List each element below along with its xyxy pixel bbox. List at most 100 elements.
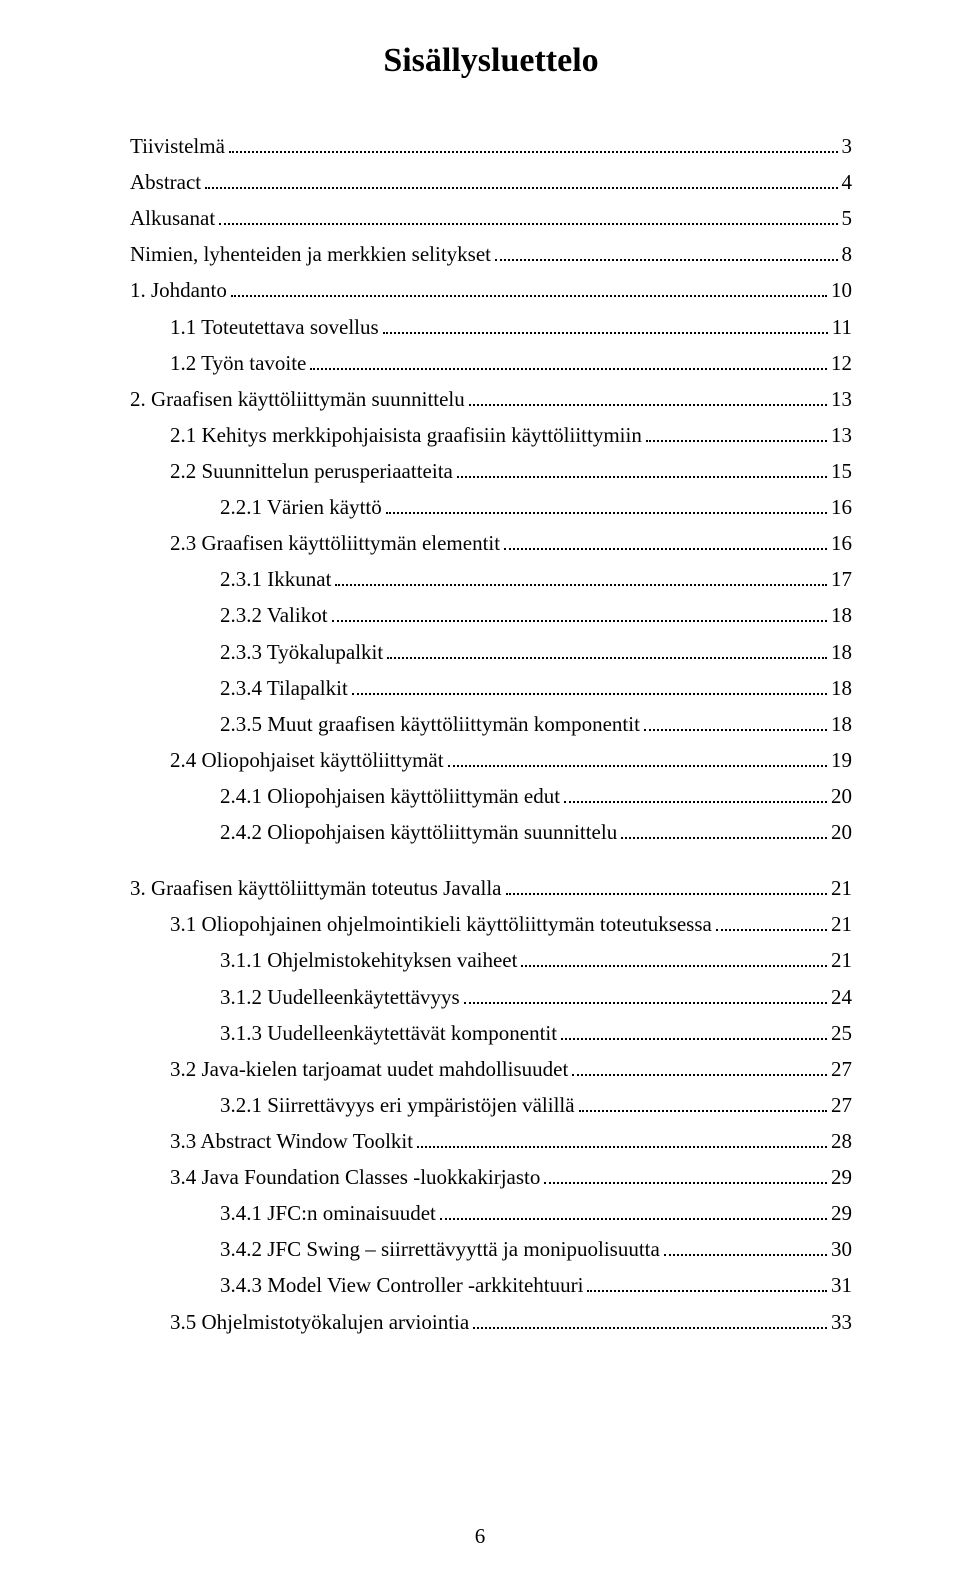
toc-dot-leader xyxy=(664,1254,827,1256)
toc-title: Sisällysluettelo xyxy=(130,42,852,80)
toc-entry-page: 10 xyxy=(831,272,852,308)
toc-entry-label: 3.4.2 JFC Swing – siirrettävyyttä ja mon… xyxy=(220,1231,660,1267)
toc-dot-leader xyxy=(644,729,827,731)
toc-entry-page: 19 xyxy=(831,742,852,778)
toc-dot-leader xyxy=(332,620,827,622)
toc-entry-page: 25 xyxy=(831,1015,852,1051)
toc-entry: 2.3.1 Ikkunat 17 xyxy=(130,561,852,597)
toc-dot-leader xyxy=(231,295,827,297)
toc-dot-leader xyxy=(561,1038,827,1040)
toc-entry: 2.4.1 Oliopohjaisen käyttöliittymän edut… xyxy=(130,778,852,814)
toc-dot-leader xyxy=(205,187,837,189)
toc-entry: 2.4.2 Oliopohjaisen käyttöliittymän suun… xyxy=(130,814,852,850)
toc-dot-leader xyxy=(219,223,837,225)
toc-entry-page: 15 xyxy=(831,453,852,489)
toc-entry: 1.1 Toteutettava sovellus 11 xyxy=(130,309,852,345)
toc-entry-page: 4 xyxy=(842,164,853,200)
toc-entry: Nimien, lyhenteiden ja merkkien selityks… xyxy=(130,236,852,272)
toc-entry: 2.3.4 Tilapalkit 18 xyxy=(130,670,852,706)
toc-entry: 3.1 Oliopohjainen ohjelmointikieli käytt… xyxy=(130,906,852,942)
toc-dot-leader xyxy=(417,1146,827,1148)
toc-entry-page: 21 xyxy=(831,906,852,942)
toc-entry: Alkusanat 5 xyxy=(130,200,852,236)
toc-entry: 2.2.1 Värien käyttö 16 xyxy=(130,489,852,525)
toc-entry-page: 31 xyxy=(831,1267,852,1303)
toc-entry-label: Nimien, lyhenteiden ja merkkien selityks… xyxy=(130,236,491,272)
toc-dot-leader xyxy=(387,657,827,659)
toc-entry: 2.3.5 Muut graafisen käyttöliittymän kom… xyxy=(130,706,852,742)
toc-entry-page: 33 xyxy=(831,1304,852,1340)
toc-dot-leader xyxy=(310,368,827,370)
toc-entry: 2.2 Suunnittelun perusperiaatteita 15 xyxy=(130,453,852,489)
toc-entry-page: 11 xyxy=(832,309,852,345)
toc-entry-page: 24 xyxy=(831,979,852,1015)
toc-list: Tiivistelmä 3Abstract 4Alkusanat 5Nimien… xyxy=(130,128,852,1340)
toc-dot-leader xyxy=(579,1110,827,1112)
toc-entry-label: 3.1.1 Ohjelmistokehityksen vaiheet xyxy=(220,942,517,978)
toc-entry: 3.5 Ohjelmistotyökalujen arviointia 33 xyxy=(130,1304,852,1340)
toc-entry-page: 18 xyxy=(831,706,852,742)
toc-entry-page: 17 xyxy=(831,561,852,597)
toc-entry-label: 1.1 Toteutettava sovellus xyxy=(170,309,379,345)
toc-entry-page: 18 xyxy=(831,670,852,706)
toc-dot-leader xyxy=(521,965,827,967)
toc-entry-page: 16 xyxy=(831,489,852,525)
toc-entry-label: 2.3.3 Työkalupalkit xyxy=(220,634,383,670)
toc-entry-page: 21 xyxy=(831,942,852,978)
toc-entry: Tiivistelmä 3 xyxy=(130,128,852,164)
toc-entry-page: 27 xyxy=(831,1087,852,1123)
toc-dot-leader xyxy=(457,476,827,478)
toc-dot-leader xyxy=(506,893,828,895)
toc-entry: 3.4.3 Model View Controller -arkkitehtuu… xyxy=(130,1267,852,1303)
toc-entry-page: 27 xyxy=(831,1051,852,1087)
toc-entry-label: 2.2 Suunnittelun perusperiaatteita xyxy=(170,453,453,489)
toc-dot-leader xyxy=(335,584,827,586)
toc-entry-label: 3.1.3 Uudelleenkäytettävät komponentit xyxy=(220,1015,557,1051)
toc-entry: 3.1.3 Uudelleenkäytettävät komponentit 2… xyxy=(130,1015,852,1051)
toc-entry: 1.2 Työn tavoite 12 xyxy=(130,345,852,381)
toc-entry-label: 2.1 Kehitys merkkipohjaisista graafisiin… xyxy=(170,417,642,453)
toc-entry: 3.2 Java-kielen tarjoamat uudet mahdolli… xyxy=(130,1051,852,1087)
toc-entry-label: 2.4.2 Oliopohjaisen käyttöliittymän suun… xyxy=(220,814,617,850)
toc-entry-label: 3.4 Java Foundation Classes -luokkakirja… xyxy=(170,1159,540,1195)
toc-entry-label: 2.4.1 Oliopohjaisen käyttöliittymän edut xyxy=(220,778,560,814)
toc-entry-label: 3.3 Abstract Window Toolkit xyxy=(170,1123,413,1159)
toc-entry-label: 2.2.1 Värien käyttö xyxy=(220,489,382,525)
toc-dot-leader xyxy=(383,332,828,334)
toc-entry-label: Alkusanat xyxy=(130,200,215,236)
toc-dot-leader xyxy=(386,512,827,514)
toc-entry: 2.4 Oliopohjaiset käyttöliittymät 19 xyxy=(130,742,852,778)
toc-entry-page: 29 xyxy=(831,1195,852,1231)
toc-entry-label: 3. Graafisen käyttöliittymän toteutus Ja… xyxy=(130,870,502,906)
toc-entry: 2. Graafisen käyttöliittymän suunnittelu… xyxy=(130,381,852,417)
toc-entry-label: 2.3 Graafisen käyttöliittymän elementit xyxy=(170,525,500,561)
toc-entry-page: 18 xyxy=(831,634,852,670)
toc-entry-label: 2.3.5 Muut graafisen käyttöliittymän kom… xyxy=(220,706,640,742)
toc-entry: 3.4 Java Foundation Classes -luokkakirja… xyxy=(130,1159,852,1195)
toc-entry-page: 21 xyxy=(831,870,852,906)
toc-dot-leader xyxy=(473,1327,827,1329)
toc-entry-page: 8 xyxy=(842,236,853,272)
toc-entry: 3.2.1 Siirrettävyys eri ympäristöjen väl… xyxy=(130,1087,852,1123)
toc-entry-label: Abstract xyxy=(130,164,201,200)
toc-dot-leader xyxy=(352,693,827,695)
toc-entry: Abstract 4 xyxy=(130,164,852,200)
page-number: 6 xyxy=(0,1524,960,1549)
toc-entry-page: 20 xyxy=(831,778,852,814)
toc-dot-leader xyxy=(587,1290,827,1292)
toc-entry-label: 2. Graafisen käyttöliittymän suunnittelu xyxy=(130,381,465,417)
toc-dot-leader xyxy=(448,765,827,767)
document-page: Sisällysluettelo Tiivistelmä 3Abstract 4… xyxy=(0,0,960,1593)
toc-entry-page: 12 xyxy=(831,345,852,381)
toc-entry-page: 13 xyxy=(831,417,852,453)
toc-entry-page: 20 xyxy=(831,814,852,850)
toc-entry-label: 2.3.1 Ikkunat xyxy=(220,561,331,597)
toc-entry: 3.4.2 JFC Swing – siirrettävyyttä ja mon… xyxy=(130,1231,852,1267)
toc-entry-label: 3.2.1 Siirrettävyys eri ympäristöjen väl… xyxy=(220,1087,575,1123)
toc-entry-label: 1. Johdanto xyxy=(130,272,227,308)
toc-dot-leader xyxy=(504,548,827,550)
toc-entry: 2.3 Graafisen käyttöliittymän elementit … xyxy=(130,525,852,561)
toc-entry-page: 28 xyxy=(831,1123,852,1159)
toc-entry-label: 3.1.2 Uudelleenkäytettävyys xyxy=(220,979,460,1015)
toc-entry: 3. Graafisen käyttöliittymän toteutus Ja… xyxy=(130,870,852,906)
